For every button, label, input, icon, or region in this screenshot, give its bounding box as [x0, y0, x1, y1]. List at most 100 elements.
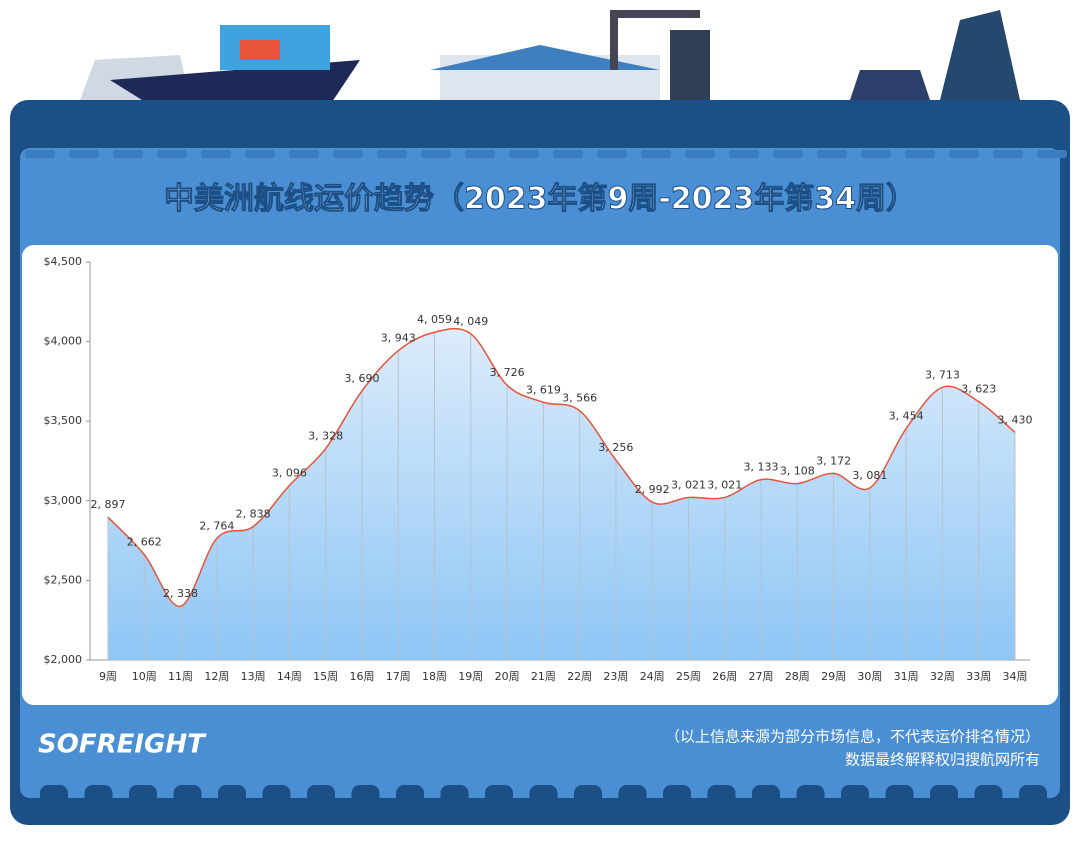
- value-label: 2, 662: [127, 536, 162, 549]
- x-tick-label: 24周: [640, 670, 665, 683]
- tab: [485, 785, 513, 807]
- tab: [157, 150, 187, 158]
- value-label: 3, 943: [381, 332, 416, 345]
- value-label: 3, 713: [925, 368, 960, 381]
- tab: [307, 785, 335, 807]
- x-tick-label: 21周: [531, 670, 556, 683]
- x-tick-label: 25周: [676, 670, 701, 683]
- value-label: 3, 256: [598, 441, 633, 454]
- tab: [529, 785, 558, 807]
- tab: [1019, 785, 1047, 807]
- tab: [553, 150, 583, 158]
- tab: [841, 785, 869, 807]
- x-tick-label: 29周: [821, 670, 846, 683]
- decoration: [25, 150, 1067, 807]
- y-tick-label: $3,000: [44, 494, 83, 507]
- tab: [796, 785, 825, 807]
- value-label: 3, 623: [961, 383, 996, 396]
- tab: [752, 785, 780, 807]
- tab: [440, 785, 469, 807]
- y-tick-label: $4,000: [44, 335, 83, 348]
- tab: [993, 150, 1023, 158]
- decoration: [80, 10, 1020, 105]
- tab: [974, 785, 1003, 807]
- x-tick-label: 15周: [313, 670, 338, 683]
- x-tick-label: 20周: [495, 670, 520, 683]
- tab: [663, 785, 691, 807]
- x-tick-label: 32周: [930, 670, 955, 683]
- note: 数据最终解释权归搜航网所有: [845, 751, 1040, 769]
- tab: [949, 150, 979, 158]
- value-label: 3, 133: [744, 461, 779, 474]
- value-label: 2, 897: [91, 498, 126, 511]
- tab: [685, 150, 715, 158]
- value-label: 3, 619: [526, 383, 561, 396]
- note: （以上信息来源为部分市场信息，不代表运价排名情况）: [665, 728, 1040, 746]
- tab: [396, 785, 424, 807]
- x-tick-label: 16周: [349, 670, 374, 683]
- value-label: 3, 108: [780, 465, 815, 478]
- tab: [618, 785, 647, 807]
- tab: [817, 150, 847, 158]
- tab: [262, 785, 291, 807]
- tab: [245, 150, 275, 158]
- value-label: 2, 838: [236, 508, 271, 521]
- y-tick-label: $4,500: [44, 255, 83, 268]
- tab: [40, 785, 68, 807]
- value-label: 2, 992: [635, 483, 670, 496]
- x-tick-label: 26周: [712, 670, 737, 683]
- x-tick-label: 23周: [603, 670, 628, 683]
- value-label: 3, 021: [707, 478, 742, 491]
- x-tick-label: 34周: [1003, 670, 1028, 683]
- x-tick-label: 11周: [168, 670, 193, 683]
- value-label: 4, 059: [417, 313, 452, 326]
- x-tick-label: 18周: [422, 670, 447, 683]
- y-tick-label: $2,500: [44, 573, 83, 586]
- x-tick-label: 30周: [857, 670, 882, 683]
- x-tick-label: 27周: [749, 670, 774, 683]
- tab: [421, 150, 451, 158]
- value-label: 3, 021: [671, 478, 706, 491]
- x-tick-label: 31周: [894, 670, 919, 683]
- x-tick-label: 10周: [132, 670, 157, 683]
- tab: [129, 785, 157, 807]
- tab: [509, 150, 539, 158]
- x-tick-label: 14周: [277, 670, 302, 683]
- tab: [69, 150, 99, 158]
- tab: [289, 150, 319, 158]
- value-label: 2, 338: [163, 587, 198, 600]
- line: [107, 327, 1016, 607]
- x-tick-label: 28周: [785, 670, 810, 683]
- x-tick-label: 19周: [458, 670, 483, 683]
- tab: [25, 150, 55, 158]
- tab: [351, 785, 380, 807]
- tab: [465, 150, 495, 158]
- area: [108, 328, 1015, 660]
- tab: [729, 150, 759, 158]
- tab: [333, 150, 363, 158]
- value-label: 3, 172: [816, 454, 851, 467]
- value-label: 3, 096: [272, 467, 307, 480]
- value-label: 3, 566: [562, 392, 597, 405]
- value-label: 3, 454: [889, 410, 924, 423]
- y-tick-label: $3,500: [44, 414, 83, 427]
- tab: [885, 785, 914, 807]
- chart-title: 中美洲航线运价趋势（2023年第9周-2023年第34周）: [164, 182, 916, 217]
- value-label: 3, 430: [998, 413, 1033, 426]
- value-label: 4, 049: [453, 315, 488, 328]
- x-tick-label: 12周: [204, 670, 229, 683]
- tab: [707, 785, 736, 807]
- value-label: 3, 328: [308, 430, 343, 443]
- tab: [113, 150, 143, 158]
- x-tick-label: 33周: [966, 670, 991, 683]
- tab: [930, 785, 958, 807]
- value-label: 3, 690: [344, 372, 379, 385]
- tab: [201, 150, 231, 158]
- x-tick-label: 17周: [386, 670, 411, 683]
- tab: [641, 150, 671, 158]
- tab: [84, 785, 113, 807]
- tab: [1037, 150, 1067, 158]
- value-label: 2, 764: [199, 519, 234, 532]
- tab: [905, 150, 935, 158]
